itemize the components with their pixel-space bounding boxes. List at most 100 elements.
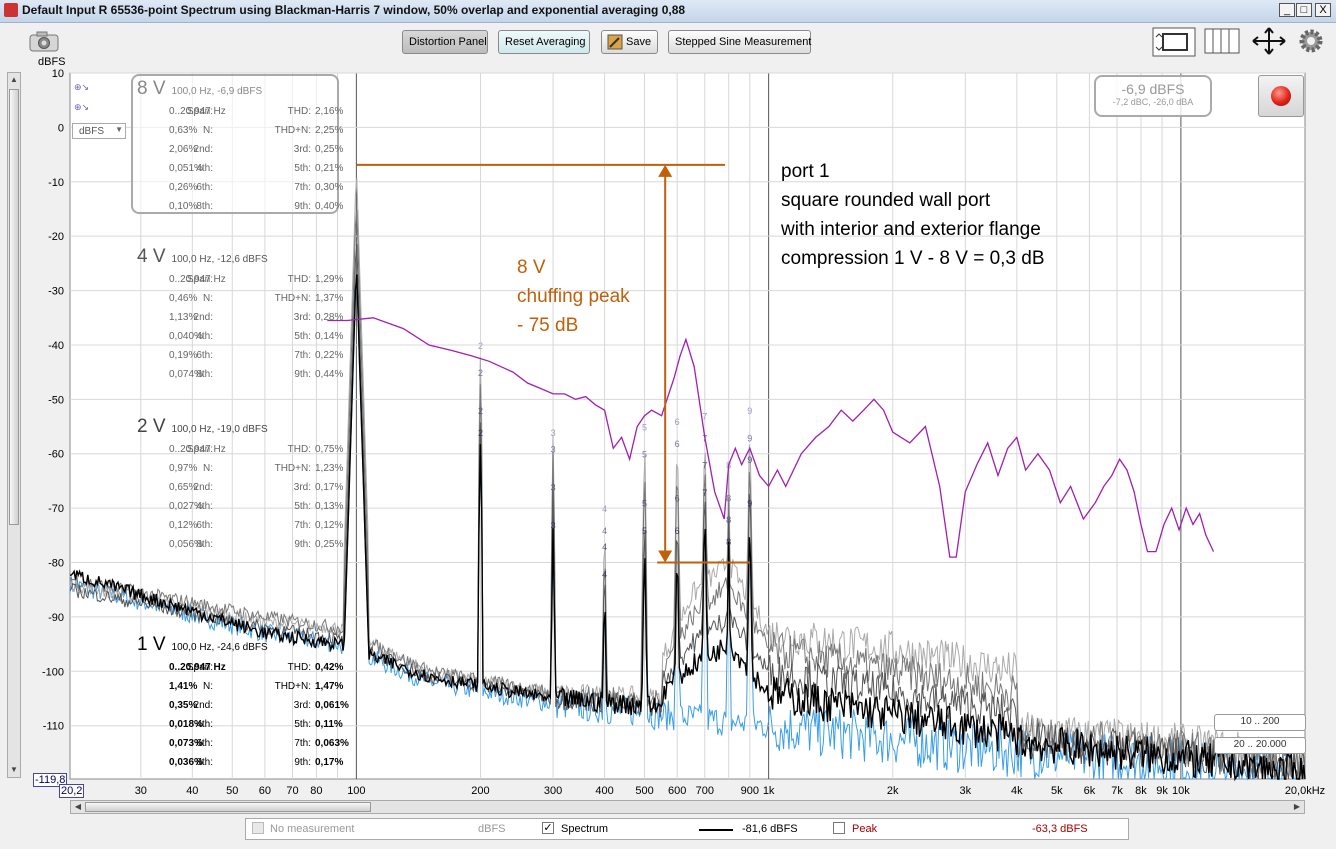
maximize-button[interactable]: □	[1296, 3, 1312, 17]
row-value: 1,37%	[315, 293, 344, 304]
row-value: 0,30%	[315, 182, 344, 193]
peak-checkbox[interactable]	[833, 822, 845, 834]
row-label: 6th:	[196, 350, 213, 361]
y-tick-label: -100	[42, 666, 64, 678]
x-tick-label: 9k	[1156, 785, 1168, 797]
trace-toggle-1[interactable]: ⊕↘	[74, 82, 90, 92]
panel-row: 2nd: 0,35% 3rd: 0,061%	[137, 700, 349, 719]
save-icon	[607, 34, 623, 50]
y-tick-label: -80	[48, 558, 64, 570]
distortion-panel-button[interactable]: Distortion Panel	[402, 30, 488, 54]
expand-arrows-icon[interactable]	[1250, 26, 1288, 56]
panel-row: N: 0,63% THD+N: 2,25%	[137, 125, 343, 144]
panel-summary: 100,0 Hz, -19,0 dBFS	[171, 424, 268, 435]
port-line-2: square rounded wall port	[781, 190, 991, 211]
camera-icon[interactable]	[28, 30, 60, 52]
y-tick-label: -90	[48, 612, 64, 624]
series-line-spectrum	[69, 279, 1306, 781]
trace-toggle-2[interactable]: ⊕↘	[74, 102, 90, 112]
row-label: Span:	[186, 444, 213, 455]
horizontal-scroll-thumb[interactable]	[85, 802, 371, 812]
row-value: 1,13%	[169, 312, 198, 323]
row-label: THD:	[287, 106, 311, 117]
chuff-line-3: - 75 dB	[517, 315, 579, 336]
save-button[interactable]: Save	[601, 30, 658, 54]
spectrum-label: Spectrum	[561, 823, 609, 835]
y-unit-select-value: dBFS	[79, 126, 105, 137]
scroll-up-arrow[interactable]: ▲	[10, 75, 18, 84]
y-unit-select[interactable]: dBFS ▼	[72, 123, 126, 139]
x-tick-label: 20,0kHz	[1285, 785, 1325, 797]
x-tick-label: 50	[226, 785, 238, 797]
row-label: THD+N:	[274, 681, 311, 692]
row-label: 6th:	[196, 182, 213, 193]
row-label: 3rd:	[293, 482, 311, 493]
harmonic-marker: 3	[551, 520, 556, 530]
harmonic-marker: 3	[551, 428, 556, 438]
gear-icon[interactable]	[1298, 28, 1324, 54]
harmonic-marker: 3	[551, 444, 556, 454]
row-label: N:	[203, 125, 213, 136]
row-label: THD:	[287, 274, 311, 285]
panel-row: 6th: 0,19% 7th: 0,22%	[137, 350, 343, 369]
row-value: 1,41%	[169, 681, 198, 692]
panel-row: Span: 0..20.947 Hz THD: 0,75%	[137, 444, 343, 463]
row-label: 6th:	[196, 520, 213, 531]
horizontal-scrollbar[interactable]: ◀ ▶	[70, 800, 1305, 814]
level-sub: -7,2 dBC, -26,0 dBA	[1112, 97, 1194, 107]
port-line-1: port 1	[781, 161, 830, 182]
minimize-button[interactable]: _	[1279, 3, 1295, 17]
no-measurement-checkbox[interactable]	[252, 822, 264, 834]
record-button[interactable]	[1258, 75, 1304, 117]
scroll-down-arrow[interactable]: ▼	[10, 765, 18, 774]
scroll-left-arrow[interactable]: ◀	[74, 802, 82, 811]
reset-averaging-button[interactable]: Reset Averaging	[498, 30, 590, 54]
scroll-right-arrow[interactable]: ▶	[1293, 802, 1301, 811]
row-label: 7th:	[294, 350, 311, 361]
spectrum-checkbox[interactable]: ✓	[542, 822, 554, 834]
row-label: THD:	[287, 444, 311, 455]
row-label: 4th:	[196, 501, 213, 512]
toolbar: Distortion Panel Reset Averaging Save St…	[0, 23, 1336, 67]
display-mode-icon[interactable]	[1152, 27, 1196, 57]
y-min-readout[interactable]: -119,8	[33, 773, 68, 787]
columns-icon[interactable]	[1204, 28, 1240, 54]
panel-summary: 100,0 Hz, -12,6 dBFS	[171, 254, 268, 265]
spectrum-value: -81,6 dBFS	[742, 823, 798, 835]
harmonic-marker: 9	[747, 455, 752, 465]
row-value: 1,23%	[315, 463, 344, 474]
y-tick-label: -20	[48, 231, 64, 243]
series-line-1-v	[69, 274, 1306, 782]
row-value: 0..20.947 Hz	[169, 662, 226, 673]
vertical-scrollbar[interactable]: ▲ ▼	[7, 72, 21, 778]
row-value: 0,074%	[169, 369, 203, 380]
row-value: 0,040%	[169, 331, 203, 342]
panel-header: 2 V 100,0 Hz, -19,0 dBFS	[137, 416, 268, 438]
panel-row: 8th: 0,10% 9th: 0,40%	[137, 201, 343, 220]
row-value: 0,12%	[315, 520, 344, 531]
harmonic-marker: 9	[747, 499, 752, 509]
row-value: 0,14%	[315, 331, 344, 342]
x-min-readout[interactable]: 20,2	[59, 784, 85, 798]
row-label: 5th:	[294, 501, 311, 512]
range-high[interactable]: 20 .. 20.000	[1214, 737, 1306, 754]
row-label: Span:	[186, 662, 213, 673]
close-button[interactable]: X	[1315, 3, 1331, 17]
harmonic-marker: 7	[702, 488, 707, 498]
row-value: 0,21%	[315, 163, 344, 174]
row-value: 0,056%	[169, 539, 203, 550]
legend-bar: No measurement dBFS ✓ Spectrum -81,6 dBF…	[245, 818, 1129, 840]
range-low[interactable]: 10 .. 200	[1214, 714, 1306, 731]
y-tick-label: -40	[48, 340, 64, 352]
x-tick-label: 10k	[1172, 785, 1190, 797]
row-label: 9th:	[294, 369, 311, 380]
row-label: N:	[203, 463, 213, 474]
row-value: 2,06%	[169, 144, 198, 155]
row-value: 0..20.947 Hz	[169, 444, 226, 455]
vertical-scroll-thumb[interactable]	[9, 89, 19, 525]
stepped-sine-button[interactable]: Stepped Sine Measurement	[668, 30, 811, 54]
level-display: -6,9 dBFS -7,2 dBC, -26,0 dBA	[1094, 75, 1212, 117]
chuffing-trace-line	[327, 317, 1215, 558]
harmonic-marker: 5	[642, 526, 647, 536]
x-tick-label: 400	[595, 785, 613, 797]
